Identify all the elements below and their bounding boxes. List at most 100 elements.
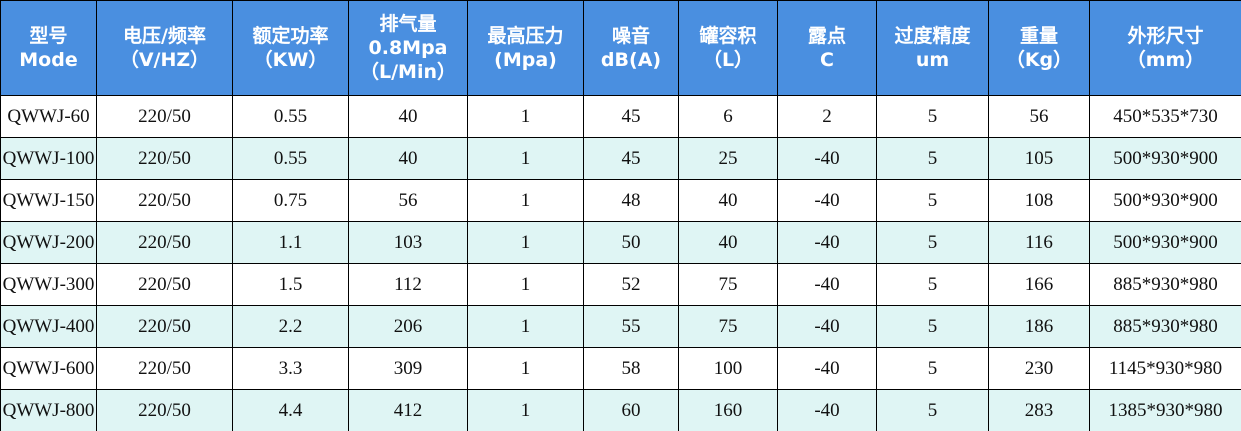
cell: 5 [876,137,989,180]
cell: QWWJ-100 [0,137,97,180]
cell: 100 [678,347,778,390]
cell: 5 [876,389,989,431]
cell: 220/50 [96,389,233,431]
cell: 56 [348,179,468,222]
cell: 1 [467,347,584,390]
cell: 40 [348,95,468,138]
cell: 108 [988,179,1090,222]
cell: 1.5 [232,263,349,306]
cell: 1385*930*980 [1089,389,1241,431]
table-row: QWWJ-300 220/50 1.5 112 1 52 75 -40 5 166 885*930*… [0,263,1241,306]
header-text: dB(A) [600,49,662,71]
header-text: （V/HZ） [119,49,210,71]
cell: 220/50 [96,305,233,348]
cell: 450*535*730 [1089,95,1241,138]
cell: 75 [678,263,778,306]
cell: 1.1 [232,221,349,264]
table-row: QWWJ-150 220/50 0.75 56 1 48 40 -40 5 108 500*930*… [0,179,1241,222]
cell: -40 [777,221,877,264]
cell: 1 [467,179,584,222]
header-text: 露点 [807,25,846,47]
header-text: （L/Min） [360,61,456,83]
cell: 500*930*900 [1089,137,1241,180]
cell: -40 [777,305,877,348]
cell: QWWJ-300 [0,263,97,306]
cell: -40 [777,179,877,222]
header-cell: 最高压力 (Mpa) [467,0,584,96]
cell: 50 [583,221,679,264]
cell: 220/50 [96,95,233,138]
cell: 412 [348,389,468,431]
cell: 5 [876,221,989,264]
header-text: 过度精度 [894,25,971,47]
cell: 5 [876,179,989,222]
cell: 4.4 [232,389,349,431]
cell: QWWJ-150 [0,179,97,222]
cell: 220/50 [96,221,233,264]
cell: 103 [348,221,468,264]
cell: 105 [988,137,1090,180]
cell: 885*930*980 [1089,305,1241,348]
cell: QWWJ-200 [0,221,97,264]
cell: 55 [583,305,679,348]
cell: 0.75 [232,179,349,222]
header-text: 最高压力 [487,25,564,47]
cell: 75 [678,305,778,348]
cell: 25 [678,137,778,180]
header-cell: 外形尺寸 （mm） [1089,0,1241,96]
header-text: Mode [19,49,78,71]
cell: 0.55 [232,137,349,180]
header-cell: 额定功率 （KW） [232,0,349,96]
header-text: 噪音 [611,25,650,47]
cell: 500*930*900 [1089,221,1241,264]
cell: 166 [988,263,1090,306]
header-text: （Kg） [1005,49,1073,71]
cell: 1 [467,137,584,180]
header-text: 排气量 [379,13,437,35]
header-cell: 过度精度 um [876,0,989,96]
cell: QWWJ-600 [0,347,97,390]
header-text: 额定功率 [252,25,329,47]
cell: 2 [777,95,877,138]
cell: QWWJ-800 [0,389,97,431]
cell: QWWJ-400 [0,305,97,348]
cell: 1 [467,305,584,348]
header-cell: 电压/频率 （V/HZ） [96,0,233,96]
cell: 52 [583,263,679,306]
cell: 5 [876,95,989,138]
cell: -40 [777,347,877,390]
header-text: （mm） [1126,49,1205,71]
header-row: 型号 Mode 电压/频率 （V/HZ） 额定功率 （KW） 排气量 0.8Mpa （L/Min… [0,0,1241,96]
cell: -40 [777,137,877,180]
cell: 56 [988,95,1090,138]
header-text: 重量 [1019,25,1058,47]
header-cell: 噪音 dB(A) [583,0,679,96]
cell: 1 [467,221,584,264]
table-body: QWWJ-60 220/50 0.55 40 1 45 6 2 5 56 450*535*730 QW… [0,95,1241,431]
header-text: um [915,49,950,71]
cell: 160 [678,389,778,431]
cell: 60 [583,389,679,431]
header-text: 罐容积 [699,25,757,47]
cell: 40 [348,137,468,180]
header-text: 型号 [29,25,68,47]
cell: 58 [583,347,679,390]
cell: 45 [583,95,679,138]
cell: 885*930*980 [1089,263,1241,306]
header-text: （KW） [253,49,328,71]
cell: 2.2 [232,305,349,348]
cell: QWWJ-60 [0,95,97,138]
header-cell: 重量 （Kg） [988,0,1090,96]
cell: 0.55 [232,95,349,138]
table-row: QWWJ-200 220/50 1.1 103 1 50 40 -40 5 116 500*930*… [0,221,1241,264]
header-cell: 排气量 0.8Mpa （L/Min） [348,0,468,96]
cell: 500*930*900 [1089,179,1241,222]
cell: 309 [348,347,468,390]
table-row: QWWJ-100 220/50 0.55 40 1 45 25 -40 5 105 500*930*… [0,137,1241,180]
cell: 5 [876,347,989,390]
cell: 220/50 [96,347,233,390]
cell: 220/50 [96,137,233,180]
table-row: QWWJ-400 220/50 2.2 206 1 55 75 -40 5 186 885*930*… [0,305,1241,348]
